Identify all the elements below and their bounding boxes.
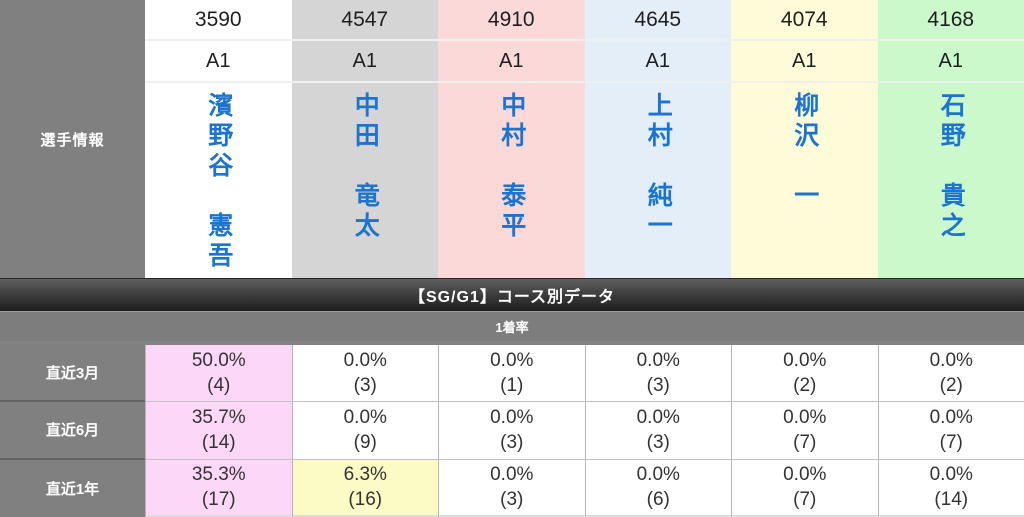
section-title-bar: 【SG/G1】コース別データ (0, 278, 1024, 311)
stat-percent: 0.0% (637, 462, 680, 487)
player-rank-badge: A1 (878, 41, 1024, 83)
stat-cell: 0.0% (6) (585, 460, 732, 517)
stat-percent: 0.0% (490, 405, 533, 430)
player-name: 濱野谷 憲吾 (206, 92, 231, 278)
stat-cell: 0.0% (3) (292, 345, 439, 402)
stat-cell: 0.0% (2) (731, 345, 878, 402)
player-column: 3590 A1 濱野谷 憲吾 (145, 0, 292, 278)
player-name-link[interactable]: 上村 純一 (585, 83, 732, 278)
stat-count: (17) (202, 487, 236, 512)
table-row: 直近3月 50.0% (4) 0.0% (3) 0.0% (1) 0.0% (3… (0, 345, 1024, 402)
player-name: 柳沢 一 (792, 92, 817, 278)
row-period-label: 直近3月 (0, 345, 145, 402)
stat-percent: 0.0% (930, 348, 973, 373)
row-period-label: 直近6月 (0, 402, 145, 459)
stat-percent: 0.0% (930, 405, 973, 430)
subsection-title: 1着率 (495, 317, 528, 336)
player-info-label: 選手情報 (40, 129, 104, 150)
row-period-label: 直近1年 (0, 460, 145, 517)
stat-count: (1) (500, 373, 523, 398)
player-info-header: 選手情報 (0, 0, 145, 278)
stat-percent: 0.0% (637, 405, 680, 430)
player-rank-badge: A1 (438, 41, 585, 83)
stat-count: (9) (354, 430, 377, 455)
stat-cell: 0.0% (3) (585, 345, 732, 402)
table-row: 直近1年 35.3% (17) 6.3% (16) 0.0% (3) 0.0% … (0, 460, 1024, 517)
subsection-bar: 1着率 (0, 311, 1024, 341)
player-info-section: 選手情報 3590 A1 濱野谷 憲吾 4547 A1 中田 竜太 4910 A… (0, 0, 1024, 278)
player-name: 中村 泰平 (499, 92, 524, 278)
stat-percent: 0.0% (783, 405, 826, 430)
stat-count: (3) (500, 487, 523, 512)
player-rank-badge: A1 (145, 41, 292, 83)
stat-count: (7) (793, 430, 816, 455)
stat-count: (7) (940, 430, 963, 455)
section-title: 【SG/G1】コース別データ (409, 283, 615, 307)
stat-cell: 6.3% (16) (292, 460, 439, 517)
stat-count: (7) (793, 487, 816, 512)
player-number: 4547 (292, 0, 439, 41)
stat-count: (3) (647, 430, 670, 455)
player-name-link[interactable]: 中村 泰平 (438, 83, 585, 278)
stat-percent: 0.0% (490, 462, 533, 487)
stat-cell: 50.0% (4) (145, 345, 292, 402)
stat-count: (4) (207, 373, 230, 398)
player-name-link[interactable]: 中田 竜太 (292, 83, 439, 278)
stat-percent: 50.0% (192, 348, 246, 373)
player-name-link[interactable]: 柳沢 一 (731, 83, 878, 278)
stat-cell: 0.0% (14) (878, 460, 1024, 517)
stat-percent: 35.7% (192, 405, 246, 430)
player-number: 4645 (585, 0, 732, 41)
player-name-link[interactable]: 濱野谷 憲吾 (145, 83, 292, 278)
stat-count: (3) (647, 373, 670, 398)
stat-percent: 0.0% (344, 405, 387, 430)
stat-count: (14) (934, 487, 968, 512)
stat-count: (3) (354, 373, 377, 398)
stat-percent: 0.0% (783, 348, 826, 373)
player-column: 4910 A1 中村 泰平 (438, 0, 585, 278)
stat-cell: 0.0% (7) (731, 460, 878, 517)
player-rank-badge: A1 (292, 41, 439, 83)
stat-cell: 0.0% (7) (731, 402, 878, 459)
table-row: 直近6月 35.7% (14) 0.0% (9) 0.0% (3) 0.0% (… (0, 402, 1024, 459)
stat-count: (2) (940, 373, 963, 398)
stat-count: (3) (500, 430, 523, 455)
player-name: 石野 貴之 (938, 92, 963, 278)
stat-cell: 0.0% (9) (292, 402, 439, 459)
stat-cell: 0.0% (7) (878, 402, 1024, 459)
stat-percent: 0.0% (344, 348, 387, 373)
stats-table: 直近3月 50.0% (4) 0.0% (3) 0.0% (1) 0.0% (3… (0, 341, 1024, 517)
stat-count: (16) (348, 487, 382, 512)
player-column: 4074 A1 柳沢 一 (731, 0, 878, 278)
stat-percent: 0.0% (490, 348, 533, 373)
stat-percent: 0.0% (783, 462, 826, 487)
player-rank-badge: A1 (585, 41, 732, 83)
player-number: 4910 (438, 0, 585, 41)
stat-percent: 6.3% (344, 462, 387, 487)
stat-count: (6) (647, 487, 670, 512)
stat-cell: 35.7% (14) (145, 402, 292, 459)
stat-percent: 0.0% (637, 348, 680, 373)
player-column: 4547 A1 中田 竜太 (292, 0, 439, 278)
stat-count: (2) (793, 373, 816, 398)
player-name: 中田 竜太 (352, 92, 377, 278)
player-column: 4168 A1 石野 貴之 (878, 0, 1024, 278)
stat-cell: 0.0% (3) (438, 402, 585, 459)
stat-percent: 35.3% (192, 462, 246, 487)
stat-cell: 35.3% (17) (145, 460, 292, 517)
player-number: 3590 (145, 0, 292, 41)
stat-cell: 0.0% (3) (585, 402, 732, 459)
stat-percent: 0.0% (930, 462, 973, 487)
stat-cell: 0.0% (1) (438, 345, 585, 402)
player-number: 4074 (731, 0, 878, 41)
stat-cell: 0.0% (3) (438, 460, 585, 517)
player-number: 4168 (878, 0, 1024, 41)
player-rank-badge: A1 (731, 41, 878, 83)
stat-cell: 0.0% (2) (878, 345, 1024, 402)
player-column: 4645 A1 上村 純一 (585, 0, 732, 278)
player-name-link[interactable]: 石野 貴之 (878, 83, 1024, 278)
stat-count: (14) (202, 430, 236, 455)
page: 選手情報 3590 A1 濱野谷 憲吾 4547 A1 中田 竜太 4910 A… (0, 0, 1024, 517)
player-name: 上村 純一 (645, 92, 670, 278)
